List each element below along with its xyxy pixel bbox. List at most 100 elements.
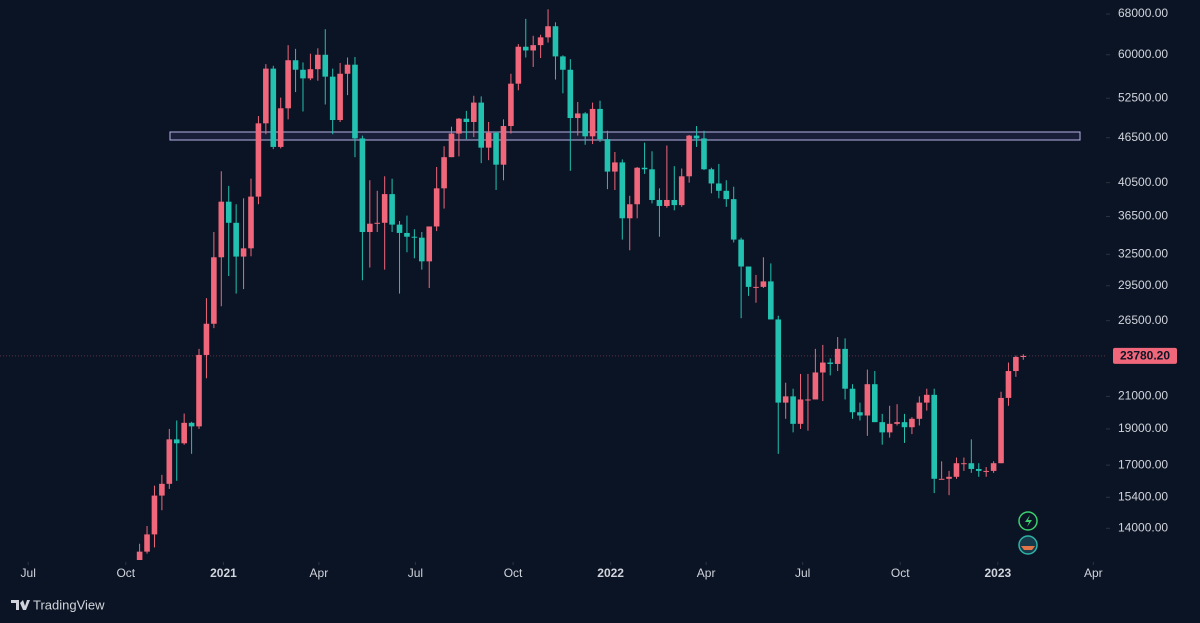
candle-body — [352, 64, 358, 139]
candles — [136, 9, 1027, 560]
candle-body — [671, 199, 678, 206]
candle-body — [426, 226, 433, 262]
icon-glyph — [1025, 515, 1032, 527]
y-tick-label: 36500.00 — [1118, 209, 1168, 223]
candle-body — [225, 201, 232, 223]
candle-body — [463, 118, 470, 123]
candle-body — [567, 69, 574, 119]
candle-body — [270, 68, 277, 147]
candle-body — [389, 194, 395, 225]
candle-body — [864, 384, 871, 416]
candle-body — [359, 138, 366, 233]
candle-body — [656, 199, 663, 206]
candle-body — [151, 495, 158, 535]
candle-body — [775, 319, 782, 403]
candle-body — [842, 348, 848, 389]
x-tick-label: Apr — [1084, 566, 1103, 580]
candle-body — [522, 46, 529, 51]
candle-body — [990, 463, 997, 471]
candle-body — [871, 384, 878, 423]
candle-body — [820, 362, 826, 373]
candle-body — [337, 73, 343, 121]
y-tick-label: 52500.00 — [1118, 90, 1168, 104]
candle-body — [686, 135, 692, 177]
candle-body — [285, 60, 291, 109]
candle-body — [545, 26, 551, 38]
candle-body — [946, 476, 952, 479]
candle-body — [537, 37, 544, 46]
y-tick-label: 32500.00 — [1118, 246, 1168, 260]
candle-body — [664, 199, 670, 206]
icon-boat — [1018, 535, 1038, 555]
candle-body — [203, 323, 210, 355]
candle-body — [582, 113, 588, 137]
candle-body — [374, 222, 381, 224]
candle-body — [612, 162, 618, 172]
candle-body — [998, 397, 1004, 464]
candle-body — [508, 83, 514, 127]
candle-body — [441, 157, 447, 189]
x-tick-label: Jul — [795, 566, 810, 580]
y-tick-label: 46500.00 — [1118, 130, 1168, 144]
y-tick-label: 15400.00 — [1118, 489, 1168, 503]
candle-body — [649, 169, 655, 200]
candle-body — [448, 133, 455, 158]
candle-body — [797, 399, 804, 424]
candle-body — [975, 468, 982, 471]
candle-body — [560, 56, 566, 70]
x-tick-label: 2022 — [597, 566, 624, 580]
candle-body — [909, 418, 915, 428]
candle-body — [292, 60, 299, 70]
candle-body — [315, 54, 321, 70]
candle-body — [626, 204, 633, 219]
candle-body — [604, 139, 611, 172]
y-tick-label: 17000.00 — [1118, 457, 1168, 471]
candle-body — [515, 46, 522, 84]
candle-body — [173, 439, 180, 444]
x-tick-label: Apr — [697, 566, 716, 580]
candle-body — [693, 135, 700, 139]
tradingview-logo — [11, 600, 30, 610]
candle-body — [753, 286, 759, 288]
candle-body — [367, 223, 373, 233]
candle-body — [136, 551, 143, 560]
candle-body — [478, 102, 485, 148]
candle-body — [916, 402, 923, 419]
candle-body — [701, 138, 707, 170]
candle-body — [619, 162, 626, 219]
candle-body — [322, 54, 329, 77]
candle-body — [812, 372, 819, 400]
candle-body — [589, 108, 596, 137]
candle-body — [716, 183, 722, 191]
candle-body — [500, 126, 507, 165]
candle-body — [834, 348, 841, 364]
candle-body — [857, 412, 863, 416]
candle-body — [827, 362, 834, 364]
candle-body — [240, 248, 247, 257]
candle-body — [248, 196, 254, 249]
candle-body — [768, 281, 774, 320]
candle-body — [634, 167, 640, 205]
watermark: TradingView — [33, 597, 105, 612]
candle-body — [277, 108, 284, 147]
candle-body — [411, 236, 418, 238]
candle-body — [493, 132, 499, 165]
candle-body — [641, 167, 648, 170]
last-price-label: 23780.20 — [1120, 349, 1170, 363]
candle-body — [233, 222, 239, 257]
x-tick-label: Apr — [310, 566, 329, 580]
zone-rectangle — [169, 131, 1081, 141]
candle-body — [1005, 371, 1012, 398]
candle-body — [329, 76, 336, 121]
candle-body — [211, 257, 217, 324]
candle-body — [485, 132, 492, 148]
candle-body — [1020, 355, 1027, 358]
candle-body — [923, 394, 930, 403]
candle-body — [983, 470, 989, 472]
y-tick-label: 21000.00 — [1118, 389, 1168, 403]
candle-body — [181, 422, 187, 444]
candle-body — [144, 534, 150, 552]
candle-body — [886, 423, 893, 433]
candle-body — [456, 118, 462, 134]
